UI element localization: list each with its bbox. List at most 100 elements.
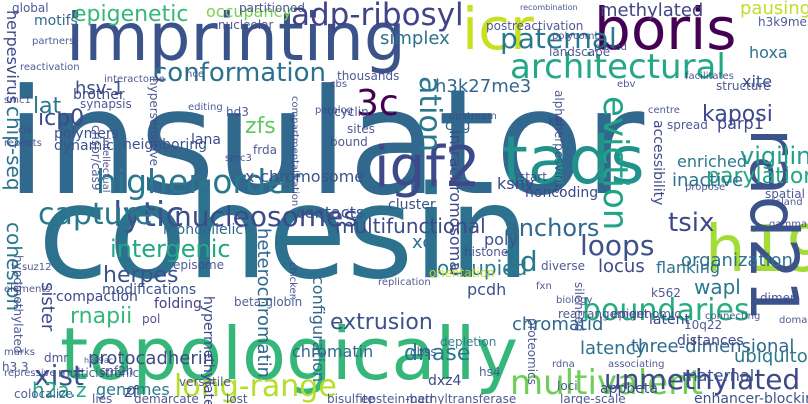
word-zf: zf: [124, 384, 138, 400]
word-gammaherpesviruses: gammaherpesviruses: [769, 220, 808, 230]
word-loci: loci: [557, 380, 578, 392]
word-chromatin: chromatin: [292, 344, 373, 360]
word-tsix: tsix: [668, 210, 714, 236]
word-spread: spread: [667, 119, 708, 131]
word-repressive: repressive: [4, 369, 56, 379]
word-epigenomic: epigenomic: [611, 308, 681, 320]
word-cbss: cbss: [410, 346, 437, 358]
word-ubiquitous: ubiquitous: [734, 348, 808, 366]
word-associating: associating: [608, 360, 664, 370]
word-lies: lies: [92, 393, 112, 404]
word-structure: structure: [716, 80, 770, 92]
word-replication: replication: [378, 278, 431, 288]
word-dxz4: dxz4: [428, 374, 461, 388]
word-pcdh: pcdh: [467, 282, 506, 298]
word-flanking: flanking: [656, 260, 720, 276]
word-ebv: ebv: [617, 80, 635, 90]
word-ation: ation: [414, 76, 444, 152]
word-modifications: modifications: [102, 283, 196, 297]
word-monoallelic: monoallelic: [163, 223, 243, 237]
word-h3k9me3: h3k9me3: [758, 16, 808, 28]
word-eviction: eviction: [598, 96, 632, 230]
word-herpesvirus: herpesvirus: [4, 10, 20, 104]
word-hypomethylated: hypomethylated: [12, 255, 24, 354]
word-pol: pol: [142, 313, 160, 325]
word-synapsis: synapsis: [80, 98, 132, 110]
word-enriched: enriched: [677, 154, 747, 170]
word-polycomb: polycomb: [552, 32, 601, 42]
word-cbs: cbs: [330, 80, 347, 90]
word-zfs: zfs: [245, 116, 276, 138]
word-accessibility: accessibility: [651, 120, 665, 205]
word-paralog: paralog: [315, 106, 353, 116]
word-nucleolar: nucleolar: [218, 19, 274, 31]
word-depletion: depletion: [440, 336, 496, 348]
word-rnapii: rnapii: [70, 306, 132, 328]
word-maternal: maternal: [682, 368, 754, 384]
word-reactivation: reactivation: [20, 63, 80, 73]
word-epigenetic: epigenetic: [73, 4, 188, 26]
word-proteomics: proteomics: [526, 318, 538, 385]
word-x-chromosome: x-chromosome: [245, 169, 364, 185]
word-adp-ribosyl: adp-ribosyl: [291, 0, 464, 31]
word-orientation: orientation: [429, 267, 495, 279]
word-propose: propose: [685, 183, 725, 193]
word-suz12: suz12: [22, 263, 52, 273]
word-recombination: recombination: [520, 4, 578, 12]
word-distances: distances: [677, 334, 744, 348]
word-hoxa: hoxa: [749, 45, 788, 61]
word-h3k27me3: h3k27me3: [435, 78, 531, 96]
word-diverse: diverse: [541, 260, 585, 272]
word-hs4: hs4: [479, 366, 501, 378]
word-intrachromosomal: intrachromosomal: [447, 130, 463, 276]
word-lana: lana: [191, 133, 221, 147]
word-cluster: cluster: [388, 198, 436, 212]
word-demarcate: demarcate: [134, 393, 199, 404]
word-hypermethylated: hypermethylated: [201, 296, 215, 404]
word-editing: editing: [188, 103, 223, 113]
word-silenced: silenced: [573, 282, 585, 332]
word-lat: lat: [33, 96, 61, 118]
word-sites: sites: [347, 123, 375, 135]
word-smc1: smc1: [4, 96, 31, 106]
word-domains: domains: [779, 316, 808, 326]
word-anchors: anchors: [504, 216, 599, 240]
word-frda: frda: [253, 144, 277, 156]
word-chicken: chicken: [287, 262, 297, 300]
word-locus: locus: [598, 258, 645, 276]
word-partitioned: partitioned: [239, 2, 305, 14]
word-configuration: configuration: [310, 276, 326, 382]
word-contacts: contacts: [296, 205, 364, 221]
word-hypersensitive: hypersensitive: [148, 78, 160, 166]
word-centre: centre: [648, 106, 680, 116]
word-global: global: [12, 2, 49, 14]
word-repeats: repeats: [4, 139, 42, 149]
word-folding: folding: [154, 297, 202, 311]
word-poised: poised: [594, 43, 627, 53]
word-enhancer-blocking: enhancer-blocking: [694, 392, 808, 404]
word-conformation: conformation: [153, 60, 326, 86]
word-hce: hce: [186, 70, 204, 80]
word-bound: bound: [330, 136, 368, 148]
word-fxn: fxn: [536, 282, 552, 292]
word-dimer: dimer: [760, 292, 795, 304]
word-smc3: smc3: [225, 154, 252, 164]
word-start: start: [519, 171, 547, 183]
word-episome: episome: [173, 259, 224, 271]
word-alphaherpesvirus: alphaherpesvirus: [553, 90, 565, 194]
word-h3k9ac: h3k9ac: [84, 357, 113, 365]
word-dmr: dmr: [44, 352, 68, 364]
word-histone: histone: [464, 246, 508, 258]
word-simplex: simplex: [380, 30, 450, 48]
word-snf2h: snf2h: [100, 365, 133, 377]
word-10q22: 10q22: [684, 319, 722, 331]
word-hd3: hd3: [226, 106, 249, 118]
word-postreactivation: postreactivation: [486, 20, 583, 32]
word-intellectual: intellectual: [100, 137, 110, 193]
word-capture: capture: [38, 200, 153, 230]
word-rdna: rdna: [552, 360, 575, 370]
word-parp1: parp1: [717, 116, 764, 132]
word-appbeta: appbeta: [600, 382, 658, 396]
word-biology: biology: [556, 296, 592, 306]
